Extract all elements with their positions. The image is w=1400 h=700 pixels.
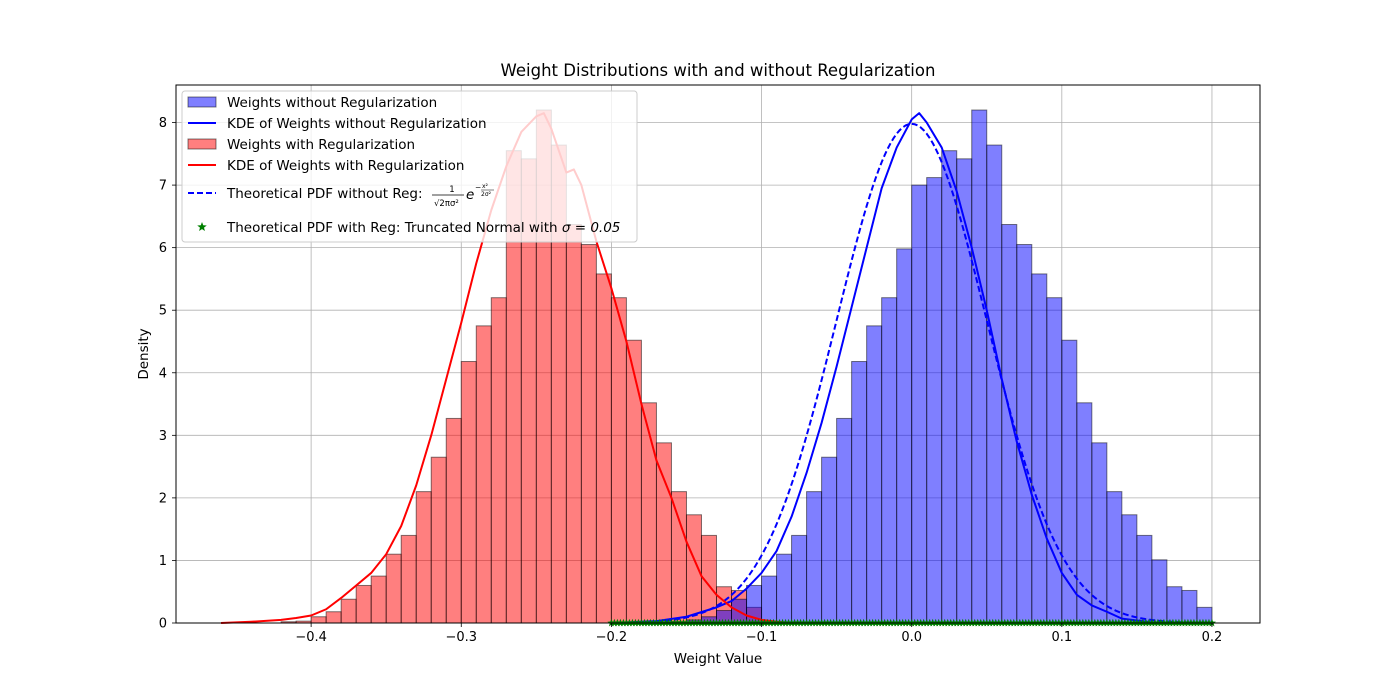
hist-bar-with-reg [565,224,582,624]
y-tick-label: 4 [159,366,167,381]
formula-exp-sign: − [475,183,481,192]
formula-denominator: √2πσ² [434,199,459,209]
legend-label-hist-reg: Weights with Regularization [227,137,415,153]
formula-exp-denominator: 2σ² [481,191,492,198]
x-tick-label: 0.0 [901,630,922,645]
hist-bar-without-reg [1181,589,1198,624]
hist-bar-without-reg [866,325,883,624]
hist-bar-without-reg [806,491,823,624]
hist-bar-with-reg [430,456,447,624]
y-axis-label: Density [136,328,152,379]
x-tick-label: −0.2 [596,630,628,645]
hist-bar-without-reg [1016,244,1033,624]
hist-bar-without-reg [1001,224,1018,624]
y-tick-label: 7 [159,179,167,194]
hist-bar-with-reg [490,297,507,624]
x-tick-label: 0.2 [1202,630,1223,645]
y-tick-label: 1 [159,554,167,569]
legend-box [181,90,638,243]
hist-bar-with-reg [385,553,402,624]
hist-bar-without-reg [836,417,853,624]
hist-bar-without-reg [1061,339,1078,624]
y-axis-ticks: 0 1 2 3 4 5 6 7 8 [159,116,176,632]
hist-bar-without-reg [761,575,778,624]
hist-bar-with-reg [370,575,387,624]
hist-bar-with-reg [445,417,462,624]
hist-bar-with-reg [325,611,342,624]
hist-bar-without-reg [1151,559,1168,624]
hist-bar-without-reg [911,184,928,624]
y-tick-label: 0 [159,617,167,632]
hist-bar-with-reg [580,244,597,624]
hist-bar-without-reg [1121,514,1138,624]
legend-swatch-hist-reg [187,138,217,150]
legend-label-kde-noreg: KDE of Weights without Regularization [227,116,487,132]
legend-label-theory-reg-text: Theoretical PDF with Reg: Truncated Norm… [226,220,562,236]
hist-bar-with-reg [310,616,327,624]
hist-bar-with-reg [595,273,612,624]
y-tick-label: 2 [159,491,167,506]
hist-bar-without-reg [1196,606,1213,624]
y-tick-label: 8 [159,116,167,131]
hist-bar-with-reg [625,339,642,624]
hist-bar-without-reg [1076,402,1093,624]
legend-swatch-theory-reg [197,222,207,232]
hist-bar-without-reg [1046,297,1063,624]
legend-label-theory-reg: Theoretical PDF with Reg: Truncated Norm… [226,220,620,236]
hist-bar-with-reg [415,491,432,624]
legend-label-kde-reg: KDE of Weights with Regularization [227,158,464,174]
hist-bar-without-reg [881,297,898,624]
hist-bar-with-reg [655,442,672,624]
hist-bar-with-reg [355,584,372,624]
hist-bar-with-reg [670,491,687,624]
legend-label-theory-noreg-text: Theoretical PDF without Reg: [226,186,423,202]
hist-bar-without-reg [851,361,868,624]
y-tick-label: 3 [159,429,167,444]
hist-bar-without-reg [956,158,973,624]
legend-label-hist-noreg: Weights without Regularization [227,95,437,111]
formula-exp-numerator: x² [482,183,489,190]
y-tick-label: 6 [159,241,167,256]
hist-bar-without-reg [821,456,838,624]
hist-bar-with-reg [460,361,477,624]
x-tick-label: −0.1 [746,630,778,645]
x-tick-label: −0.4 [295,630,327,645]
x-tick-label: 0.1 [1051,630,1072,645]
hist-bar-without-reg [776,553,793,624]
x-axis-label: Weight Value [674,651,762,667]
hist-bar-with-reg [340,598,357,624]
histogram-layer [280,109,1213,624]
hist-bar-with-reg [610,297,627,624]
kde-line-without-reg [611,112,1212,624]
legend-swatch-hist-noreg [187,96,217,108]
chart-title: Weight Distributions with and without Re… [501,61,936,80]
hist-bar-without-reg [1166,586,1183,624]
x-axis-ticks: −0.4 −0.3 −0.2 −0.1 0.0 0.1 0.2 [295,623,1222,645]
hist-bar-without-reg [791,534,808,624]
hist-bar-without-reg [1031,273,1048,624]
hist-bar-without-reg [986,144,1003,624]
formula-numerator: 1 [449,185,454,195]
legend-label-theory-noreg: Theoretical PDF without Reg: [226,186,423,202]
hist-bar-with-reg [475,325,492,624]
hist-bar-without-reg [941,150,958,624]
hist-bar-without-reg [971,109,988,624]
hist-bar-with-reg [400,534,417,624]
hist-bar-without-reg [896,248,913,624]
hist-bar-without-reg [1106,491,1123,624]
y-tick-label: 5 [159,304,167,319]
legend: Weights without Regularization KDE of We… [181,90,638,243]
plot-area: −0.4 −0.3 −0.2 −0.1 0.0 0.1 0.2 0 1 2 3 4 5 6 7 8 [159,84,1261,645]
hist-bar-without-reg [926,177,943,624]
legend-formula-theory-noreg: 1 √2πσ² e − x² 2σ² [432,183,494,209]
hist-bar-without-reg [1136,534,1153,624]
legend-label-theory-reg-math: σ = 0.05 [562,220,621,236]
axes-frame [175,84,1261,624]
x-tick-label: −0.3 [445,630,477,645]
formula-exp-base: e [466,187,474,203]
